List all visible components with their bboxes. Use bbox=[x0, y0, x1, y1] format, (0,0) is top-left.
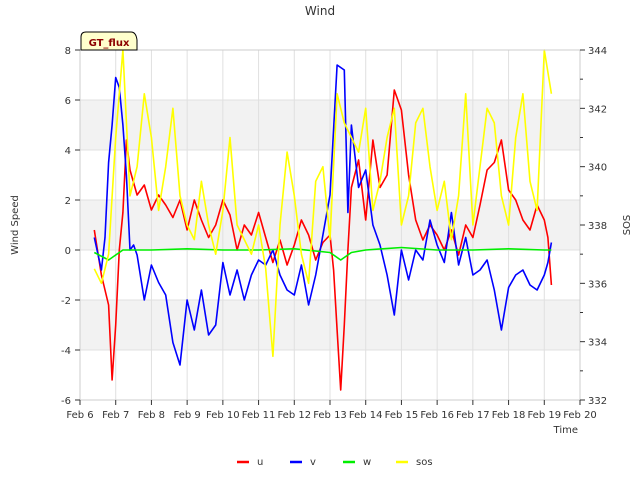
y-tick-label: 6 bbox=[65, 96, 71, 107]
y2-tick-label: 336 bbox=[588, 279, 607, 290]
x-tick-label: Feb 13 bbox=[313, 410, 347, 421]
x-tick-label: Feb 17 bbox=[456, 410, 490, 421]
x-tick-label: Feb 6 bbox=[66, 410, 93, 421]
y2-tick-label: 342 bbox=[588, 104, 607, 115]
y-tick-label: -4 bbox=[61, 346, 71, 357]
x-tick-label: Feb 19 bbox=[527, 410, 561, 421]
y-axis-title: Wind Speed bbox=[10, 195, 21, 255]
y2-tick-label: 338 bbox=[588, 221, 607, 232]
x-tick-label: Feb 7 bbox=[102, 410, 129, 421]
x-tick-label: Feb 15 bbox=[385, 410, 419, 421]
y-tick-label: -6 bbox=[61, 396, 71, 407]
series-line-w bbox=[93, 246, 552, 261]
y2-axis-title: SOS bbox=[622, 215, 633, 236]
x-axis-ticks: Feb 6 Feb 7 Feb 8 Feb 9 Feb 10 Feb 11 Feb 12 Fe… bbox=[66, 400, 597, 421]
y-tick-label: 4 bbox=[65, 146, 71, 157]
y-tick-label: 8 bbox=[65, 46, 71, 57]
x-tick-label: Feb 18 bbox=[492, 410, 526, 421]
y-axis-ticks: -6 -4 -2 0 2 4 6 8 bbox=[61, 46, 80, 407]
x-tick-label: Feb 9 bbox=[174, 410, 201, 421]
badge-shape bbox=[80, 31, 138, 51]
legend: u v w sos bbox=[237, 457, 433, 468]
x-tick-label: Feb 12 bbox=[277, 410, 311, 421]
y-tick-label: -2 bbox=[61, 296, 71, 307]
legend-label-u: u bbox=[257, 457, 263, 468]
x-tick-label: Feb 11 bbox=[242, 410, 276, 421]
plot-area bbox=[79, 49, 581, 401]
series-line-v bbox=[93, 64, 553, 366]
x-tick-label: Feb 10 bbox=[206, 410, 240, 421]
y2-tick-label: 344 bbox=[588, 46, 607, 57]
y-tick-label: 0 bbox=[65, 246, 71, 257]
x-axis-title: Time bbox=[553, 425, 578, 436]
x-tick-label: Feb 14 bbox=[349, 410, 383, 421]
y2-tick-label: 332 bbox=[588, 396, 607, 407]
y2-tick-label: 340 bbox=[588, 163, 607, 174]
y2-axis-ticks: 332 334 336 338 340 342 344 bbox=[580, 46, 607, 407]
x-tick-label: Feb 20 bbox=[563, 410, 597, 421]
chart-title: Wind bbox=[305, 4, 335, 18]
series-layer bbox=[93, 49, 553, 391]
badge-label: GT_flux bbox=[89, 38, 130, 49]
series-line-sos bbox=[93, 49, 553, 358]
legend-label-v: v bbox=[310, 457, 316, 468]
x-tick-label: Feb 16 bbox=[420, 410, 454, 421]
y-tick-label: 2 bbox=[65, 196, 71, 207]
legend-label-w: w bbox=[363, 457, 371, 468]
badge: GT_flux bbox=[80, 31, 138, 51]
y2-tick-label: 334 bbox=[588, 338, 607, 349]
legend-label-sos: sos bbox=[416, 457, 433, 468]
x-tick-label: Feb 8 bbox=[138, 410, 165, 421]
